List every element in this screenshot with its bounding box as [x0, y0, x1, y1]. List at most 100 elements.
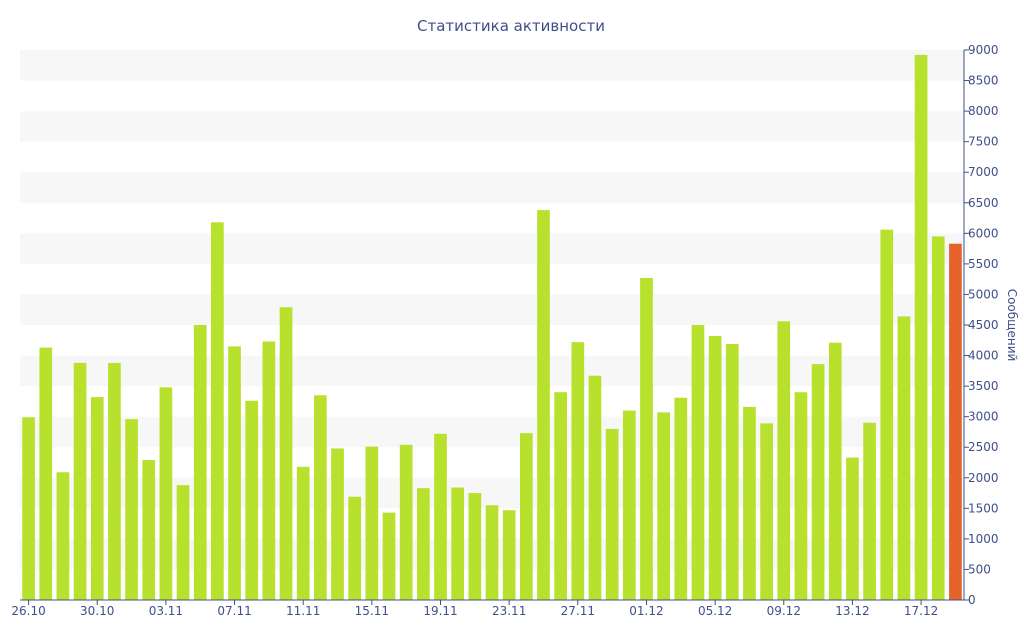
bar-24.11 [519, 433, 533, 600]
y-tick-label: 2500 [968, 440, 999, 454]
x-tick-label: 19.11 [423, 604, 457, 618]
y-tick-label: 1500 [968, 501, 999, 515]
y-tick-label: 6000 [968, 226, 999, 240]
bar-18.11 [416, 488, 430, 600]
bar-28.10 [56, 472, 70, 600]
bar-16.12 [897, 316, 911, 600]
y-axis-label: Сообщений [1005, 289, 1019, 362]
bar-29.11 [605, 428, 619, 600]
grid-band [20, 294, 964, 325]
y-tick-label: 5000 [968, 287, 999, 301]
y-tick-label: 1000 [968, 532, 999, 546]
bar-09.12 [777, 321, 791, 600]
bar-01.11 [125, 419, 138, 600]
x-tick-label: 26.10 [11, 604, 45, 618]
y-tick-label: 0 [968, 593, 976, 607]
grid-band [20, 233, 964, 264]
y-tick-label: 500 [968, 562, 991, 576]
bar-12.11 [314, 395, 327, 600]
bar-10.11 [279, 307, 293, 600]
bar-18.12 [931, 236, 945, 600]
bar-08.11 [245, 400, 259, 600]
bar-04.12 [691, 325, 705, 600]
bar-05.11 [193, 325, 207, 600]
y-tick-label: 3000 [968, 410, 999, 424]
x-tick-label: 11.11 [286, 604, 320, 618]
bar-07.12 [743, 406, 756, 600]
grid-band [20, 111, 964, 142]
bar-17.12 [914, 54, 928, 600]
x-tick-label: 09.12 [767, 604, 801, 618]
bar-20.11 [451, 487, 465, 600]
y-tick-label: 4000 [968, 349, 999, 363]
bar-26.10 [22, 417, 35, 600]
x-tick-label: 01.12 [629, 604, 663, 618]
bar-19.12 [949, 243, 962, 600]
bar-21.11 [468, 493, 482, 600]
y-tick-label: 8000 [968, 104, 999, 118]
x-tick-label: 17.12 [904, 604, 938, 618]
bar-15.12 [880, 229, 894, 601]
bar-30.10 [90, 397, 104, 600]
bar-03.11 [159, 387, 173, 600]
bar-14.11 [348, 496, 362, 600]
bar-25.11 [537, 210, 550, 601]
bar-15.11 [365, 446, 379, 600]
bar-02.12 [657, 412, 670, 600]
bar-12.12 [828, 342, 842, 600]
bar-19.11 [434, 433, 447, 600]
bar-13.12 [846, 457, 859, 600]
x-tick-label: 15.11 [355, 604, 389, 618]
bar-10.12 [794, 392, 808, 600]
y-tick-label: 3500 [968, 379, 999, 393]
grid-band [20, 172, 964, 203]
bar-28.11 [588, 375, 602, 600]
bar-17.11 [399, 444, 413, 600]
bars-group [22, 54, 962, 601]
bar-31.10 [108, 362, 121, 600]
y-tick-label: 7000 [968, 165, 999, 179]
bar-09.11 [262, 341, 276, 600]
bar-13.11 [331, 448, 344, 600]
y-tick-label: 4500 [968, 318, 999, 332]
bar-04.11 [176, 485, 190, 600]
x-tick-label: 27.11 [561, 604, 595, 618]
bar-06.11 [211, 222, 224, 600]
bar-05.12 [708, 336, 722, 600]
y-tick-label: 2000 [968, 471, 999, 485]
bar-06.12 [725, 343, 739, 600]
x-tick-label: 23.11 [492, 604, 526, 618]
bar-22.11 [485, 505, 499, 600]
y-tick-label: 7500 [968, 135, 999, 149]
y-axis-ticks: 0 500 1000 1500 2000 2500 3000 3500 4000 4500 5000… [964, 43, 999, 607]
bar-11.12 [811, 364, 825, 600]
grid-band [20, 355, 964, 387]
bar-27.11 [571, 342, 585, 600]
x-tick-label: 05.12 [698, 604, 732, 618]
x-axis-ticks: 26.10 30.10 03.11 07.11 11.11 15.11 19.11 23.11… [11, 600, 938, 618]
x-tick-label: 07.11 [217, 604, 251, 618]
bar-16.11 [382, 512, 396, 600]
y-tick-label: 9000 [968, 43, 999, 57]
chart-title: Статистика активности [417, 17, 605, 35]
bar-27.10 [39, 347, 53, 600]
x-tick-label: 30.10 [80, 604, 114, 618]
bar-02.11 [142, 460, 156, 600]
bar-29.10 [73, 362, 87, 600]
bar-23.11 [502, 510, 516, 600]
bar-14.12 [863, 422, 876, 600]
y-tick-label: 5500 [968, 257, 999, 271]
bar-26.11 [554, 392, 567, 600]
grid-band [20, 50, 964, 81]
bar-03.12 [674, 397, 688, 600]
bar-11.11 [296, 466, 310, 600]
y-tick-label: 6500 [968, 196, 999, 210]
bar-08.12 [760, 423, 773, 600]
bar-01.12 [640, 277, 653, 600]
x-tick-label: 13.12 [835, 604, 869, 618]
bar-30.11 [622, 410, 636, 600]
x-tick-label: 03.11 [149, 604, 183, 618]
bar-07.11 [228, 346, 241, 600]
y-tick-label: 8500 [968, 74, 999, 88]
